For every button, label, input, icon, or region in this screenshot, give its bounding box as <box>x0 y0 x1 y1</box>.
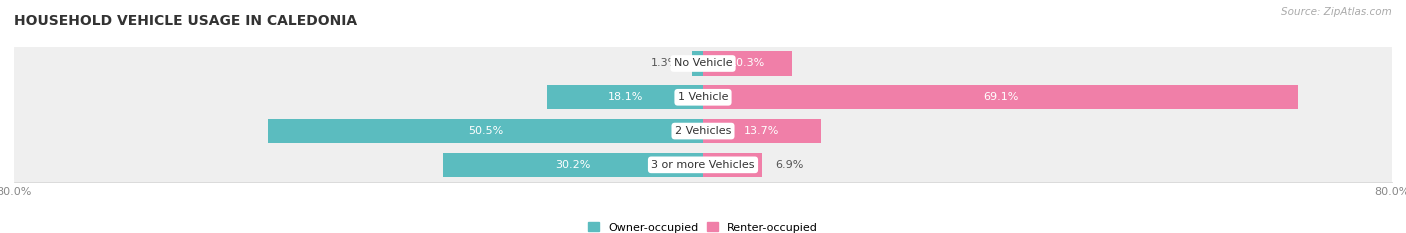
Bar <box>703 51 792 76</box>
Text: 69.1%: 69.1% <box>983 92 1018 102</box>
FancyBboxPatch shape <box>14 134 1392 196</box>
Bar <box>703 153 762 177</box>
Bar <box>547 85 703 110</box>
Text: 1.3%: 1.3% <box>651 58 679 69</box>
FancyBboxPatch shape <box>14 100 1392 162</box>
Bar <box>692 51 703 76</box>
FancyBboxPatch shape <box>14 66 1392 129</box>
Text: 2 Vehicles: 2 Vehicles <box>675 126 731 136</box>
Text: 10.3%: 10.3% <box>730 58 765 69</box>
Text: 50.5%: 50.5% <box>468 126 503 136</box>
Legend: Owner-occupied, Renter-occupied: Owner-occupied, Renter-occupied <box>583 218 823 233</box>
Text: Source: ZipAtlas.com: Source: ZipAtlas.com <box>1281 7 1392 17</box>
Text: 1 Vehicle: 1 Vehicle <box>678 92 728 102</box>
Text: 3 or more Vehicles: 3 or more Vehicles <box>651 160 755 170</box>
Bar <box>269 119 703 143</box>
Text: 30.2%: 30.2% <box>555 160 591 170</box>
Bar <box>703 119 821 143</box>
FancyBboxPatch shape <box>14 32 1392 95</box>
Text: 13.7%: 13.7% <box>744 126 780 136</box>
Text: HOUSEHOLD VEHICLE USAGE IN CALEDONIA: HOUSEHOLD VEHICLE USAGE IN CALEDONIA <box>14 14 357 28</box>
Text: 6.9%: 6.9% <box>775 160 804 170</box>
Bar <box>443 153 703 177</box>
Bar <box>703 85 1298 110</box>
Text: No Vehicle: No Vehicle <box>673 58 733 69</box>
Text: 18.1%: 18.1% <box>607 92 643 102</box>
